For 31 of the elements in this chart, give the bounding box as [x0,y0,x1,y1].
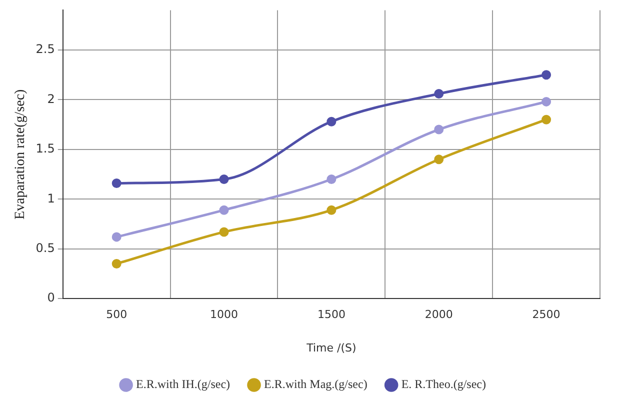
legend-label: E.R.with Mag.(g/sec) [264,377,368,392]
x-tick-label: 1500 [317,308,346,322]
point [112,232,122,242]
point [542,70,552,80]
x-tick-label: 2500 [532,308,560,322]
y-tick-label: 1 [47,191,55,206]
legend-label: E.R.with IH.(g/sec) [136,377,230,392]
point [219,174,229,184]
x-tick-label: 1000 [210,308,238,322]
y-axis-title: Evaparation rate(g/sec) [13,88,28,220]
point [326,116,336,126]
point [326,205,336,215]
x-tick-label: 2000 [424,308,453,322]
point [542,96,552,106]
y-tick-label: 2.5 [36,42,55,56]
point [112,259,122,269]
point [434,88,444,98]
x-tick-label: 500 [106,308,128,322]
point [219,205,229,215]
point [542,114,552,124]
y-tick-label: 2 [47,92,55,106]
point [112,178,122,188]
y-tick-label: 0 [47,290,55,305]
point [326,174,336,184]
legend-label: E. R.Theo.(g/sec) [401,377,486,392]
y-tick-label: 0.5 [36,241,55,255]
point [219,227,229,237]
x-axis-title: Time /(S) [306,341,356,354]
point [434,124,444,134]
y-tick-label: 1.5 [36,142,55,156]
point [434,154,444,164]
